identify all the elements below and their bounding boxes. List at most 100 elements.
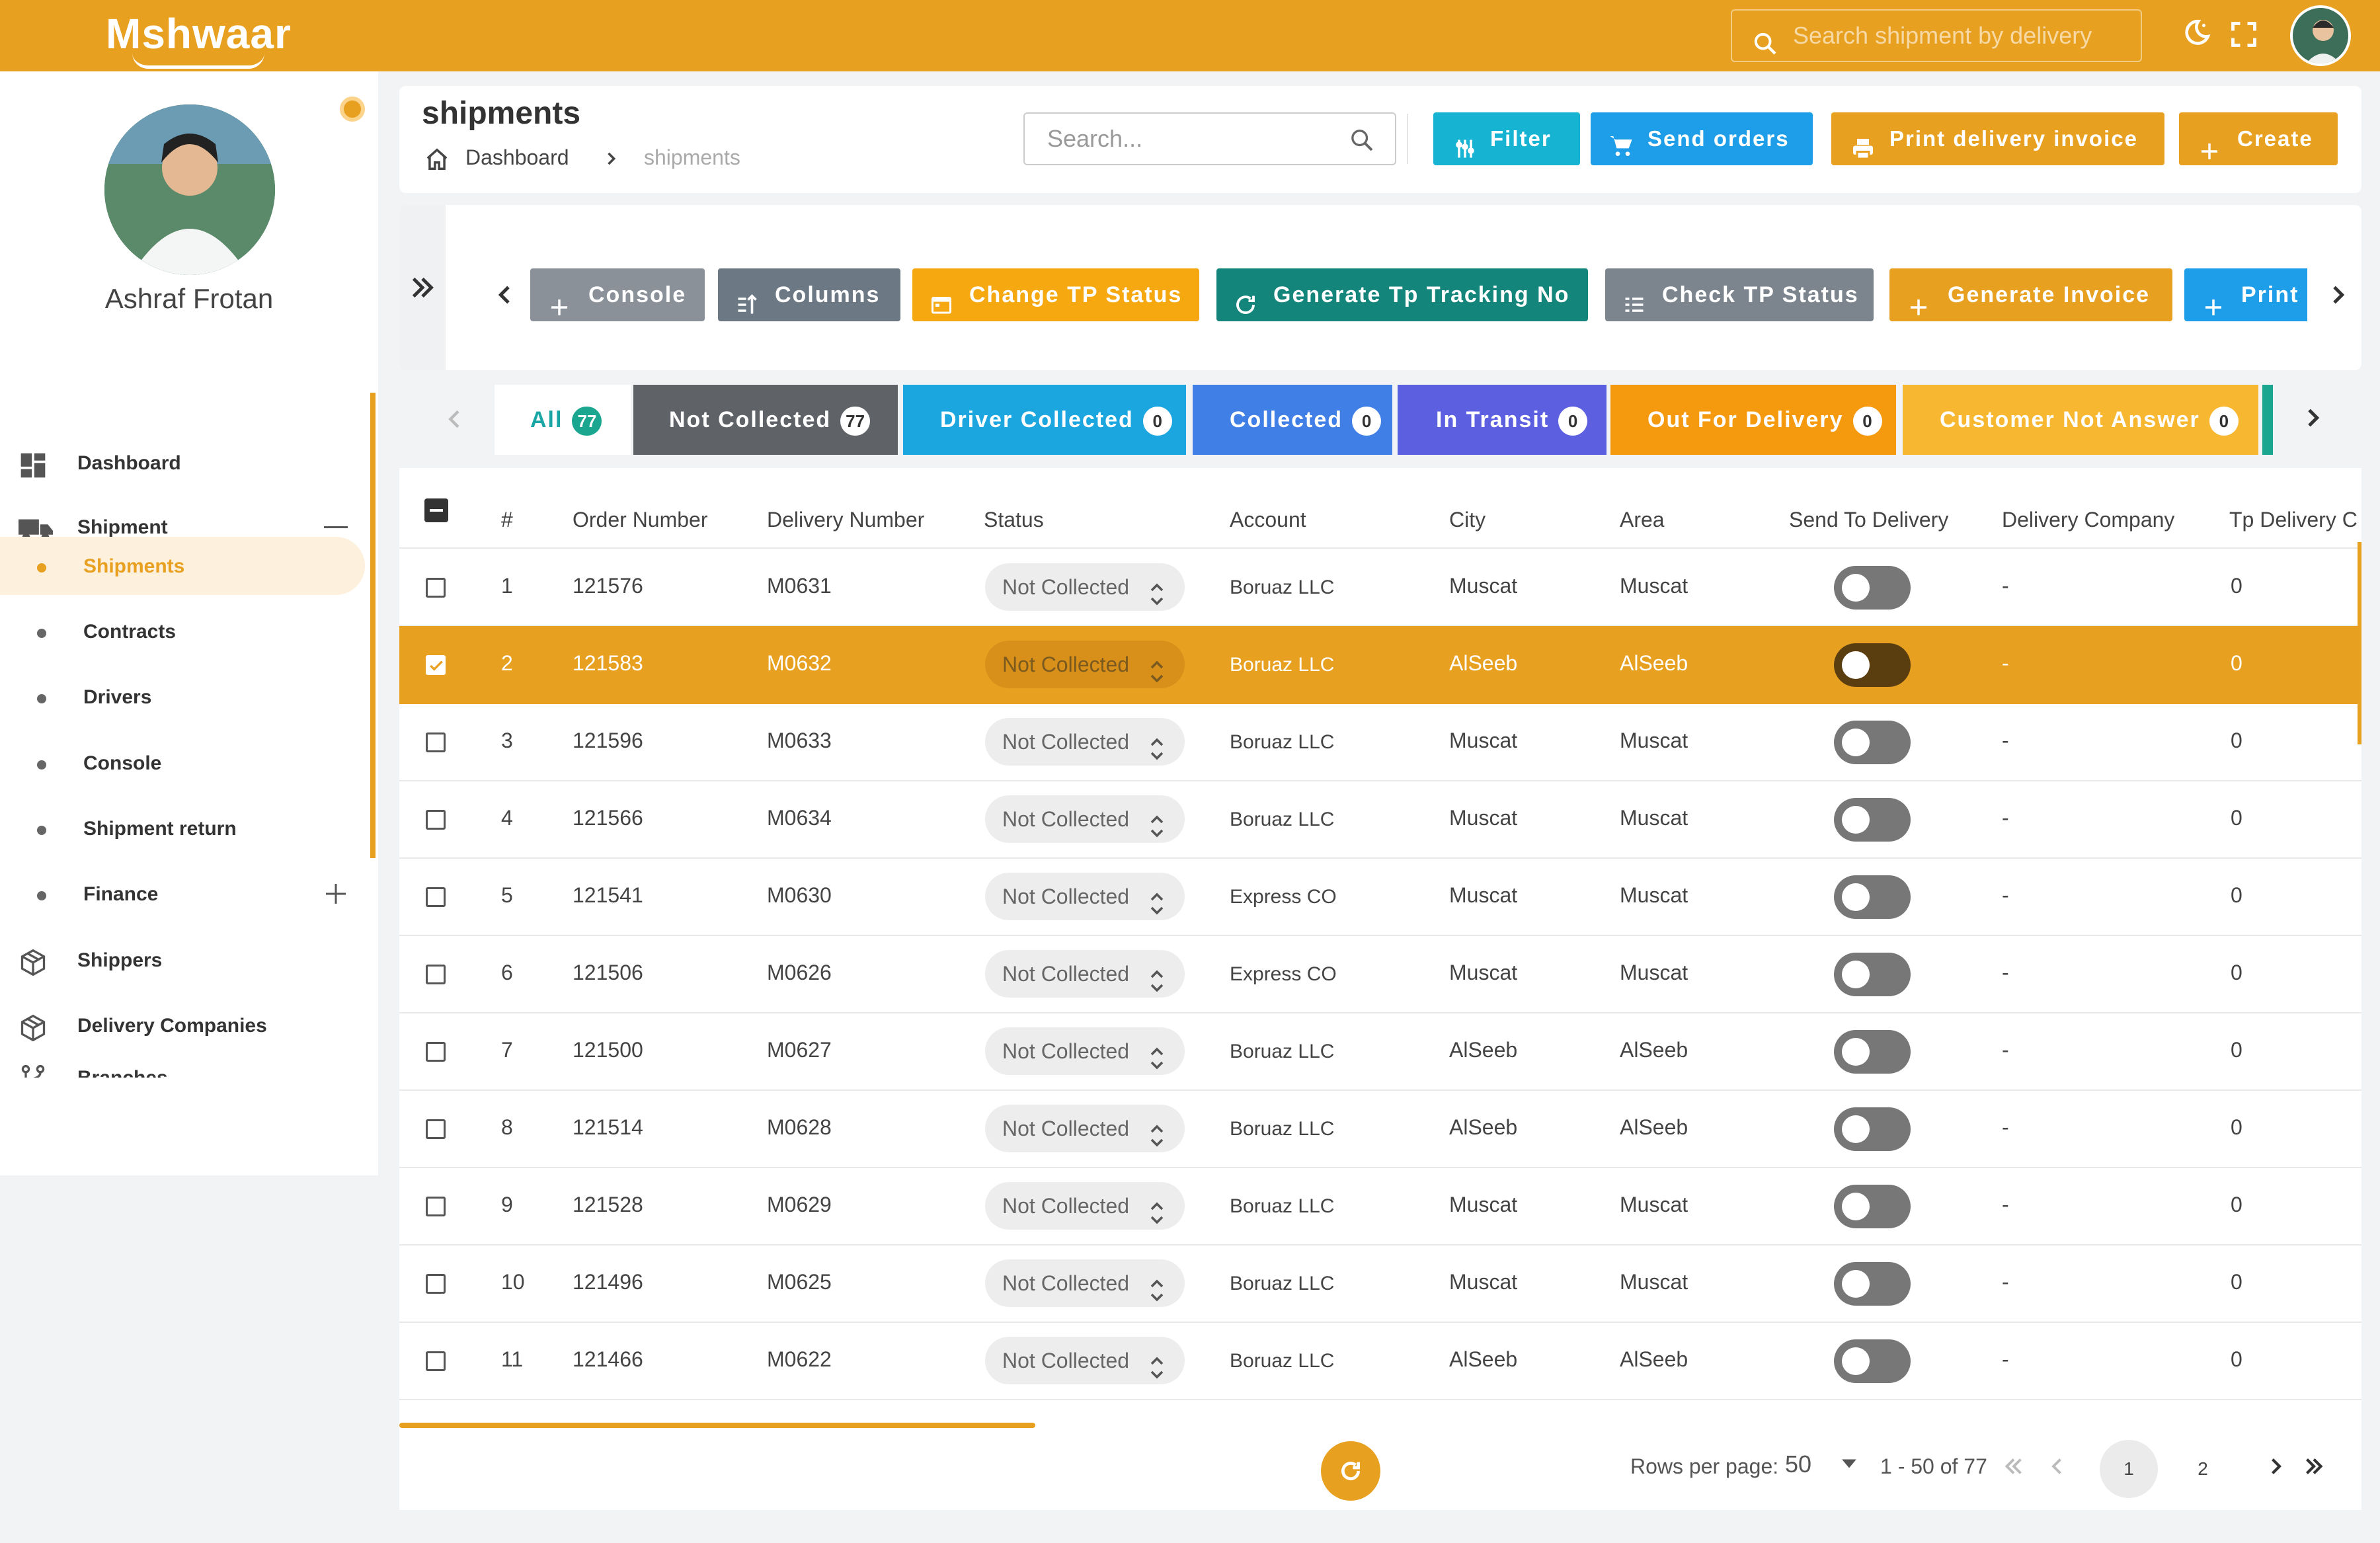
sidebar-scrollbar[interactable] bbox=[370, 393, 376, 858]
status-select[interactable]: Not Collected bbox=[985, 718, 1185, 766]
refresh-button[interactable] bbox=[1321, 1441, 1380, 1501]
generate-tp-tracking-button[interactable]: Generate Tp Tracking No bbox=[1216, 268, 1588, 321]
column-header[interactable]: Delivery Company bbox=[2002, 508, 2175, 532]
sidebar-item-contracts[interactable]: Contracts bbox=[0, 602, 365, 660]
tab-driver-collected[interactable]: Driver Collected 0 bbox=[903, 385, 1186, 455]
expand-plus-icon[interactable] bbox=[324, 882, 348, 911]
status-select[interactable]: Not Collected bbox=[985, 873, 1185, 920]
dropdown-caret-icon[interactable] bbox=[1841, 1457, 1858, 1474]
table-vertical-scrollbar[interactable] bbox=[2358, 542, 2361, 744]
sidebar-item-drivers[interactable]: Drivers bbox=[0, 668, 365, 726]
sidebar-item-finance[interactable]: Finance bbox=[0, 865, 365, 923]
send-to-delivery-toggle[interactable] bbox=[1834, 953, 1911, 996]
home-icon[interactable] bbox=[424, 147, 450, 175]
status-select[interactable]: Not Collected bbox=[985, 1027, 1185, 1075]
status-select[interactable]: Not Collected bbox=[985, 1182, 1185, 1230]
tab-next-partial[interactable] bbox=[2262, 385, 2273, 455]
tab-all[interactable]: All 77 bbox=[495, 385, 631, 455]
sidebar-item-delivery-companies[interactable]: Delivery Companies bbox=[0, 996, 365, 1054]
send-to-delivery-toggle[interactable] bbox=[1834, 875, 1911, 919]
last-page-icon[interactable] bbox=[2302, 1454, 2326, 1482]
table-row[interactable]: 10 121496 M0625 Boruaz LLC Muscat Muscat - 0 Not… bbox=[399, 1245, 2361, 1323]
sidebar-item-shippers[interactable]: Shippers bbox=[0, 931, 365, 989]
print-delivery-invoice-button[interactable]: Print delivery invoice bbox=[1831, 112, 2164, 165]
send-to-delivery-toggle[interactable] bbox=[1834, 1107, 1911, 1151]
column-header[interactable]: Area bbox=[1620, 508, 1665, 532]
send-to-delivery-toggle[interactable] bbox=[1834, 643, 1911, 687]
tab-collected[interactable]: Collected 0 bbox=[1193, 385, 1392, 455]
dark-mode-icon[interactable] bbox=[2179, 17, 2212, 54]
rows-per-page-select[interactable]: 50 bbox=[1785, 1450, 1812, 1478]
search-input[interactable]: Search... bbox=[1023, 112, 1396, 165]
column-header[interactable]: City bbox=[1449, 508, 1486, 532]
change-tp-status-button[interactable]: Change TP Status bbox=[912, 268, 1199, 321]
filter-button[interactable]: Filter bbox=[1433, 112, 1580, 165]
table-horizontal-scrollbar[interactable] bbox=[399, 1423, 1035, 1428]
generate-invoice-button[interactable]: Generate Invoice bbox=[1889, 268, 2172, 321]
profile-avatar[interactable] bbox=[104, 104, 275, 275]
tab-customer-not-answer[interactable]: Customer Not Answer 0 bbox=[1903, 385, 2258, 455]
prev-page-icon[interactable] bbox=[2045, 1454, 2069, 1482]
fullscreen-icon[interactable] bbox=[2229, 20, 2258, 52]
row-checkbox[interactable] bbox=[426, 655, 446, 675]
select-all-checkbox[interactable] bbox=[424, 498, 448, 522]
table-row[interactable]: 4 121566 M0634 Boruaz LLC Muscat Muscat - 0 Not … bbox=[399, 781, 2361, 859]
column-header[interactable]: Account bbox=[1230, 508, 1306, 532]
send-to-delivery-toggle[interactable] bbox=[1834, 566, 1911, 610]
status-select[interactable]: Not Collected bbox=[985, 1105, 1185, 1152]
page-button-1[interactable]: 1 bbox=[2100, 1440, 2158, 1498]
column-header[interactable]: Delivery Number bbox=[767, 508, 925, 532]
tab-not-collected[interactable]: Not Collected 77 bbox=[633, 385, 898, 455]
column-header[interactable]: Send To Delivery bbox=[1789, 508, 1949, 532]
row-checkbox[interactable] bbox=[426, 887, 446, 907]
row-checkbox[interactable] bbox=[426, 1274, 446, 1294]
next-page-icon[interactable] bbox=[2264, 1454, 2287, 1482]
chevron-left-icon[interactable] bbox=[492, 282, 518, 311]
column-header[interactable]: Order Number bbox=[573, 508, 708, 532]
row-checkbox[interactable] bbox=[426, 1042, 446, 1062]
sidebar-item-shipment-return[interactable]: Shipment return bbox=[0, 799, 365, 857]
table-row[interactable]: 1 121576 M0631 Boruaz LLC Muscat Muscat - 0 Not … bbox=[399, 549, 2361, 627]
top-search-input[interactable]: Search shipment by delivery bbox=[1731, 9, 2142, 62]
table-row[interactable]: 11 121466 M0622 Boruaz LLC AlSeeb AlSeeb - 0 Not… bbox=[399, 1322, 2361, 1400]
first-page-icon[interactable] bbox=[2002, 1454, 2026, 1482]
status-select[interactable]: Not Collected bbox=[985, 641, 1185, 688]
row-checkbox[interactable] bbox=[426, 1197, 446, 1216]
tab-in-transit[interactable]: In Transit 0 bbox=[1398, 385, 1606, 455]
send-to-delivery-toggle[interactable] bbox=[1834, 1339, 1911, 1383]
sidebar-item-shipments[interactable]: Shipments bbox=[0, 537, 365, 595]
table-row[interactable]: 6 121506 M0626 Express CO Muscat Muscat - 0 Not … bbox=[399, 935, 2361, 1013]
double-chevron-right-icon[interactable] bbox=[407, 272, 438, 306]
tabs-chevron-right-icon[interactable] bbox=[2299, 405, 2326, 434]
send-to-delivery-toggle[interactable] bbox=[1834, 798, 1911, 842]
check-tp-status-button[interactable]: Check TP Status bbox=[1605, 268, 1874, 321]
breadcrumb-dashboard[interactable]: Dashboard bbox=[465, 145, 569, 169]
status-select[interactable]: Not Collected bbox=[985, 1337, 1185, 1384]
column-header[interactable]: Tp Delivery C bbox=[2229, 508, 2358, 532]
user-avatar[interactable] bbox=[2290, 5, 2351, 66]
table-row[interactable]: 8 121514 M0628 Boruaz LLC AlSeeb AlSeeb - 0 Not … bbox=[399, 1090, 2361, 1168]
expand-panel[interactable] bbox=[399, 205, 446, 370]
send-to-delivery-toggle[interactable] bbox=[1834, 1185, 1911, 1228]
send-to-delivery-toggle[interactable] bbox=[1834, 1030, 1911, 1074]
sidebar-item-branches[interactable]: Branches bbox=[0, 1060, 365, 1078]
row-checkbox[interactable] bbox=[426, 1351, 446, 1371]
row-checkbox[interactable] bbox=[426, 1119, 446, 1139]
row-checkbox[interactable] bbox=[426, 810, 446, 830]
send-orders-button[interactable]: Send orders bbox=[1591, 112, 1813, 165]
table-row[interactable]: 9 121528 M0629 Boruaz LLC Muscat Muscat - 0 Not … bbox=[399, 1167, 2361, 1246]
send-to-delivery-toggle[interactable] bbox=[1834, 1262, 1911, 1306]
chevron-right-icon[interactable] bbox=[2324, 282, 2351, 311]
status-select[interactable]: Not Collected bbox=[985, 950, 1185, 998]
send-to-delivery-toggle[interactable] bbox=[1834, 721, 1911, 764]
column-header[interactable]: Status bbox=[984, 508, 1044, 532]
column-header[interactable]: # bbox=[501, 508, 513, 532]
collapse-minus-icon[interactable] bbox=[324, 526, 348, 528]
row-checkbox[interactable] bbox=[426, 578, 446, 598]
columns-button[interactable]: Columns bbox=[718, 268, 900, 321]
table-row[interactable]: 5 121541 M0630 Express CO Muscat Muscat - 0 Not … bbox=[399, 858, 2361, 936]
sidebar-item-dashboard[interactable]: Dashboard bbox=[0, 434, 365, 492]
create-button[interactable]: Create bbox=[2179, 112, 2338, 165]
table-row[interactable]: 3 121596 M0633 Boruaz LLC Muscat Muscat - 0 Not … bbox=[399, 703, 2361, 781]
row-checkbox[interactable] bbox=[426, 965, 446, 984]
